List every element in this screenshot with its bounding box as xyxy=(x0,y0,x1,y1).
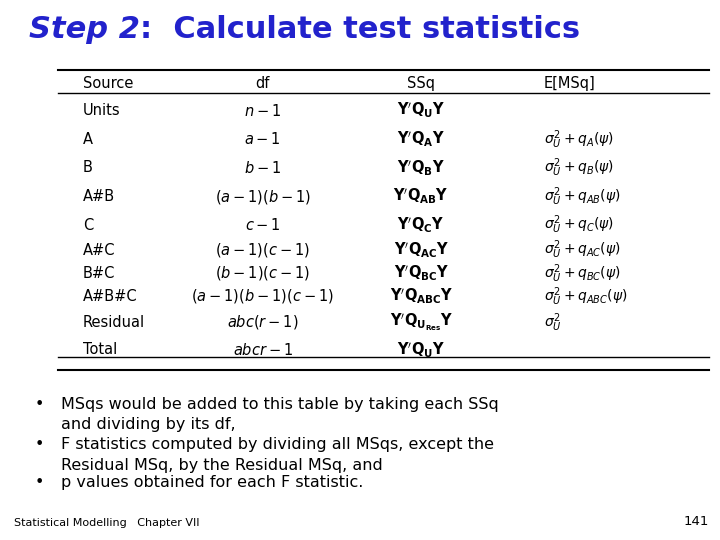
Text: Statistical Modelling   Chapter VII: Statistical Modelling Chapter VII xyxy=(14,518,200,528)
Text: $\mathbf{Y'Q_{U_{Res}}Y}$: $\mathbf{Y'Q_{U_{Res}}Y}$ xyxy=(390,312,453,333)
Text: Units: Units xyxy=(83,103,120,118)
Text: $(b-1)(c-1)$: $(b-1)(c-1)$ xyxy=(215,264,310,282)
Text: and dividing by its df,: and dividing by its df, xyxy=(61,417,236,433)
Text: B: B xyxy=(83,160,93,176)
Text: $\mathbf{Y'Q_AY}$: $\mathbf{Y'Q_AY}$ xyxy=(397,130,445,149)
Text: SSq: SSq xyxy=(408,76,435,91)
Text: •: • xyxy=(35,397,45,412)
Text: $\sigma^2_U + q_{ABC}(\psi)$: $\sigma^2_U + q_{ABC}(\psi)$ xyxy=(544,285,627,308)
Text: $abc(r-1)$: $abc(r-1)$ xyxy=(227,313,299,332)
Text: B#C: B#C xyxy=(83,266,115,281)
Text: $(a-1)(c-1)$: $(a-1)(c-1)$ xyxy=(215,241,310,259)
Text: p values obtained for each F statistic.: p values obtained for each F statistic. xyxy=(61,475,364,490)
Text: $\sigma^2_U + q_A(\psi)$: $\sigma^2_U + q_A(\psi)$ xyxy=(544,128,613,151)
Text: $\sigma^2_U + q_{AB}(\psi)$: $\sigma^2_U + q_{AB}(\psi)$ xyxy=(544,185,620,208)
Text: $\mathbf{Y'Q_UY}$: $\mathbf{Y'Q_UY}$ xyxy=(397,101,445,120)
Text: A#B#C: A#B#C xyxy=(83,289,138,304)
Text: Step 2: Step 2 xyxy=(29,15,140,44)
Text: $\sigma^2_U + q_C(\psi)$: $\sigma^2_U + q_C(\psi)$ xyxy=(544,214,613,237)
Text: •: • xyxy=(35,437,45,453)
Text: $n-1$: $n-1$ xyxy=(244,103,282,119)
Text: Total: Total xyxy=(83,342,117,357)
Text: A#B: A#B xyxy=(83,189,115,204)
Text: E[MSq]: E[MSq] xyxy=(544,76,595,91)
Text: df: df xyxy=(256,76,270,91)
Text: $\sigma^2_U + q_{BC}(\psi)$: $\sigma^2_U + q_{BC}(\psi)$ xyxy=(544,262,621,285)
Text: $\sigma^2_U + q_B(\psi)$: $\sigma^2_U + q_B(\psi)$ xyxy=(544,157,613,179)
Text: $a-1$: $a-1$ xyxy=(244,131,282,147)
Text: $(a-1)(b-1)(c-1)$: $(a-1)(b-1)(c-1)$ xyxy=(192,287,334,306)
Text: $\mathbf{Y'Q_{BC}Y}$: $\mathbf{Y'Q_{BC}Y}$ xyxy=(394,264,449,283)
Text: Residual: Residual xyxy=(83,315,145,330)
Text: Source: Source xyxy=(83,76,133,91)
Text: $\mathbf{Y'Q_BY}$: $\mathbf{Y'Q_BY}$ xyxy=(397,158,445,178)
Text: $\mathbf{Y'Q_{AC}Y}$: $\mathbf{Y'Q_{AC}Y}$ xyxy=(394,240,449,260)
Text: MSqs would be added to this table by taking each SSq: MSqs would be added to this table by tak… xyxy=(61,397,499,412)
Text: •: • xyxy=(35,475,45,490)
Text: $\mathbf{Y'Q_{ABC}Y}$: $\mathbf{Y'Q_{ABC}Y}$ xyxy=(390,287,453,306)
Text: C: C xyxy=(83,218,93,233)
Text: $\mathbf{Y'Q_CY}$: $\mathbf{Y'Q_CY}$ xyxy=(397,215,445,235)
Text: $b-1$: $b-1$ xyxy=(244,160,282,176)
Text: A: A xyxy=(83,132,93,147)
Text: A#C: A#C xyxy=(83,242,115,258)
Text: $abcr-1$: $abcr-1$ xyxy=(233,342,293,358)
Text: :  Calculate test statistics: : Calculate test statistics xyxy=(140,15,580,44)
Text: $c-1$: $c-1$ xyxy=(245,217,281,233)
Text: F statistics computed by dividing all MSqs, except the: F statistics computed by dividing all MS… xyxy=(61,437,494,453)
Text: $(a-1)(b-1)$: $(a-1)(b-1)$ xyxy=(215,187,311,206)
Text: $\sigma^2_U$: $\sigma^2_U$ xyxy=(544,311,562,334)
Text: $\sigma^2_U + q_{AC}(\psi)$: $\sigma^2_U + q_{AC}(\psi)$ xyxy=(544,239,621,261)
Text: Residual MSq, by the Residual MSq, and: Residual MSq, by the Residual MSq, and xyxy=(61,458,383,473)
Text: $\mathbf{Y'Q_UY}$: $\mathbf{Y'Q_UY}$ xyxy=(397,340,445,360)
Text: $\mathbf{Y'Q_{AB}Y}$: $\mathbf{Y'Q_{AB}Y}$ xyxy=(393,187,449,206)
Text: 141: 141 xyxy=(684,515,709,528)
